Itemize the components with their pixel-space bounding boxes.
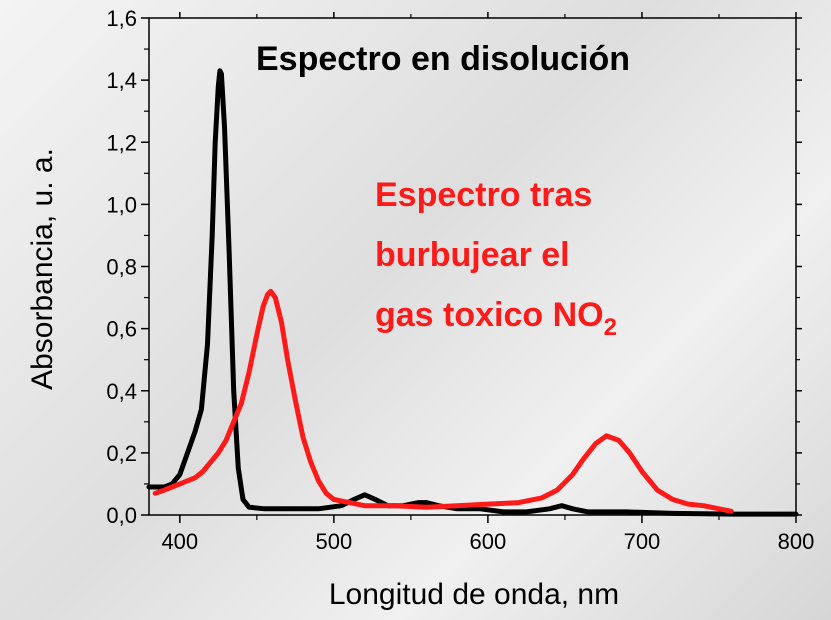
x-tick-label: 400: [161, 529, 198, 554]
y-axis-title: Absorbancia, u. a.: [26, 148, 59, 390]
y-tick-label: 0,0: [106, 503, 137, 528]
y-tick-label: 1,2: [106, 130, 137, 155]
annotation-red-subscript: 2: [604, 314, 617, 341]
x-axis-title: Longitud de onda, nm: [329, 578, 619, 611]
x-tick-label: 700: [624, 529, 661, 554]
y-tick-label: 1,0: [106, 192, 137, 217]
y-tick-label: 1,4: [106, 68, 137, 93]
series-line-1: [152, 288, 734, 514]
y-tick-label: 1,6: [106, 6, 137, 31]
series-line-0: [146, 68, 799, 517]
series-layer: [146, 68, 799, 517]
y-tick-label: 0,2: [106, 441, 137, 466]
annotation-red-line-1: Espectro tras: [375, 176, 592, 214]
y-tick-label: 0,6: [106, 317, 137, 342]
y-tick-label: 0,8: [106, 255, 137, 280]
x-tick-label: 500: [315, 529, 352, 554]
x-tick-label: 600: [470, 529, 507, 554]
annotation-red-line-3-text: gas toxico NO: [375, 296, 604, 334]
annotation-red-line-2: burbujear el: [375, 236, 570, 274]
annotation-red-line-3: gas toxico NO2: [375, 296, 617, 341]
ticks-layer: 400 500 600 700 800 0,0 0,2 0,4 0,6 0,8 1,0 1,2 1,4 1…: [106, 6, 814, 554]
annotation-black: Espectro en disolución: [256, 40, 630, 78]
x-tick-label: 800: [778, 529, 815, 554]
y-tick-label: 0,4: [106, 379, 137, 404]
